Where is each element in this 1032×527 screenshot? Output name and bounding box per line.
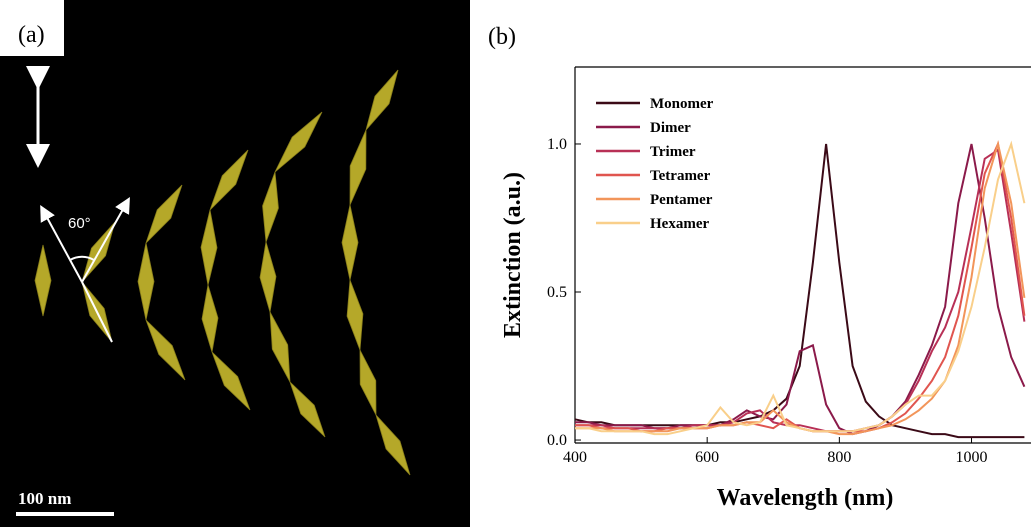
panel-label: (a) <box>18 22 45 48</box>
series-line <box>574 143 1025 439</box>
axis-line <box>81 281 113 343</box>
x-tick-label: 1000 <box>956 449 988 466</box>
x-tick-label: 600 <box>695 449 719 466</box>
x-tick-label: 800 <box>827 449 851 466</box>
axis-arrow <box>40 204 83 283</box>
nanorod <box>34 244 52 317</box>
legend-label: Trimer <box>650 144 696 160</box>
legend-label: Monomer <box>650 96 714 112</box>
y-tick-label: 1.0 <box>547 136 567 153</box>
legend-label: Dimer <box>650 120 691 136</box>
legend-label: Pentamer <box>650 192 713 208</box>
scale-label: 100 nm <box>18 489 71 508</box>
series-line <box>575 143 1026 436</box>
label-box <box>0 0 64 56</box>
nanorod <box>375 414 411 476</box>
nanorod <box>289 381 326 438</box>
legend-label: Hexamer <box>650 216 709 232</box>
x-axis-label: Wavelength (nm) <box>717 485 894 511</box>
y-tick-label: 0.0 <box>547 432 567 449</box>
angle-label: 60° <box>68 215 91 232</box>
y-axis-label: Extinction (a.u.) <box>500 172 526 338</box>
series-line <box>575 140 1026 433</box>
legend-label: Tetramer <box>650 168 711 184</box>
nanorod <box>145 319 186 381</box>
y-tick-label: 0.5 <box>547 284 567 301</box>
nanorod <box>211 351 251 411</box>
series-line <box>575 148 1026 433</box>
series-line <box>575 140 1026 436</box>
panel-a: (a) 60° 100 nm <box>0 0 470 527</box>
axis-arrow <box>81 197 130 283</box>
x-tick-label: 400 <box>563 449 587 466</box>
series-line <box>575 140 1026 436</box>
panel-label: (b) <box>488 24 516 50</box>
angle-arc <box>69 255 95 261</box>
